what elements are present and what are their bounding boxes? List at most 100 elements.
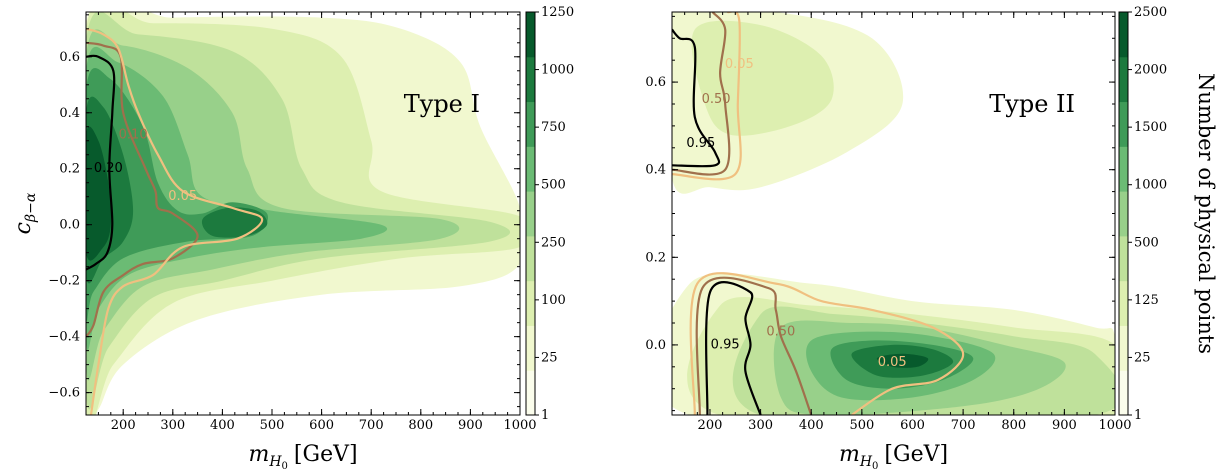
y-tick-label: −0.6: [48, 386, 80, 401]
colorbar-tick-label: 1: [541, 408, 549, 423]
x-tick-label: 1000: [503, 418, 536, 433]
colorbar-frame: [525, 11, 536, 416]
x-tick-label: 900: [1052, 418, 1077, 433]
contour-line-0.50-1: [672, 12, 731, 176]
colorbar-tick-label: 125: [1134, 293, 1159, 308]
panel-type-ii: 0.50 0.95 0.05 0.95 0.50 0.05 200 300 400 500 600 7…: [645, 5, 1218, 472]
colorbar-frame: [1118, 11, 1129, 416]
colorbar-segment: [526, 191, 535, 237]
colorbar-segment: [1119, 280, 1128, 326]
colorbar-segment: [526, 370, 535, 416]
colorbar-segment: [1119, 325, 1128, 371]
x-tick-label: 400: [210, 418, 235, 433]
colorbar-segment: [526, 325, 535, 371]
colorbar-segment: [526, 101, 535, 147]
plot-frame: [85, 11, 521, 416]
contour-line-0.05-2: [672, 12, 742, 181]
x-tick-label: 800: [408, 418, 433, 433]
colorbar-tick-label: 1: [1134, 408, 1142, 423]
y-tick-label: −0.2: [48, 274, 80, 289]
contour-line-0.50-4: [695, 276, 813, 415]
x-tick-label: 200: [111, 418, 136, 433]
contour-label-0: 0.50: [702, 92, 731, 107]
colorbar-segment: [526, 235, 535, 282]
density-region-3: [86, 29, 460, 381]
colorbar-tick-label: 1250: [541, 5, 574, 20]
y-tick-label: 0.0: [645, 338, 666, 353]
colorbar-tick-label: 2500: [1134, 5, 1167, 20]
density-region-4: [86, 46, 388, 351]
y-tick-label: 0.0: [59, 218, 80, 233]
x-tick-label: 800: [1001, 418, 1026, 433]
colorbar-tick-label: 2000: [1134, 63, 1167, 78]
contour-line-0.10-1: [86, 41, 199, 338]
colorbar-segment: [526, 280, 535, 326]
y-axis-label: cβ−α: [11, 192, 39, 234]
colorbar-tick-label: 1500: [1134, 120, 1167, 135]
density-region-1: [691, 20, 834, 136]
colorbar-segment: [1119, 370, 1128, 416]
contour-label-1: 0.95: [686, 136, 715, 151]
contour-line-0.05-2: [86, 27, 264, 415]
x-axis-label: mH0 [GeV]: [839, 442, 948, 472]
x-tick-label: 200: [698, 418, 723, 433]
colorbar-segment: [526, 12, 535, 58]
contour-label-0: 0.20: [94, 161, 123, 176]
colorbar-segment: [1119, 146, 1128, 192]
colorbar-tick-label: 750: [541, 120, 566, 135]
density-region-5: [86, 67, 268, 322]
density-region-9: [876, 353, 929, 368]
density-layer: 0.50 0.95 0.05 0.95 0.50 0.05: [672, 12, 1115, 415]
colorbar-tick-label: 250: [541, 235, 566, 250]
x-tick-label: 600: [309, 418, 334, 433]
density-layer: 0.20 0.10 0.05: [86, 12, 520, 415]
colorbar-segment: [1119, 56, 1128, 103]
y-tick-label: 0.2: [59, 162, 80, 177]
contour-label-5: 0.05: [878, 355, 907, 370]
colorbar-tick-label: 500: [541, 178, 566, 193]
y-tick-label: 0.4: [645, 163, 666, 178]
contour-label-4: 0.50: [766, 324, 795, 339]
x-tick-label: 900: [458, 418, 483, 433]
x-tick-label: 500: [849, 418, 874, 433]
x-tick-label: 400: [799, 418, 824, 433]
x-tick-label: 500: [260, 418, 285, 433]
contour-label-2: 0.05: [168, 189, 197, 204]
x-tick-label: 700: [951, 418, 976, 433]
density-region-8: [86, 126, 112, 261]
panel-label: Type I: [404, 90, 480, 118]
x-tick-label: 700: [359, 418, 384, 433]
y-tick-label: 0.2: [645, 250, 666, 265]
contour-label-3: 0.95: [711, 337, 740, 352]
y-tick-label: 0.6: [59, 50, 80, 65]
colorbar-tick-label: 100: [541, 293, 566, 308]
contour-line-0.95-3: [705, 281, 762, 415]
colorbar-title: Number of physical points: [1194, 73, 1218, 354]
colorbar-segment: [526, 146, 535, 192]
x-tick-label: 600: [900, 418, 925, 433]
colorbar-segment: [1119, 235, 1128, 282]
colorbar-segment: [1119, 101, 1128, 147]
x-tick-label: 300: [160, 418, 185, 433]
y-tick-label: 0.6: [645, 75, 666, 90]
contour-line-0.95-0: [672, 28, 721, 168]
colorbar-segment: [1119, 191, 1128, 237]
colorbar-tick-label: 500: [1134, 235, 1159, 250]
colorbar-segment: [526, 56, 535, 103]
colorbar-tick-label: 1000: [1134, 178, 1167, 193]
y-tick-label: −0.4: [48, 330, 80, 345]
x-tick-label: 1000: [1098, 418, 1131, 433]
panel-label: Type II: [989, 90, 1075, 118]
x-axis-label: mH0 [GeV]: [248, 442, 357, 472]
density-region-7: [201, 207, 268, 238]
x-tick-label: 300: [748, 418, 773, 433]
y-tick-label: 0.4: [59, 106, 80, 121]
contour-line-0.05-5: [689, 272, 965, 415]
colorbar-segment: [1119, 12, 1128, 58]
colorbar-tick-label: 25: [1134, 350, 1151, 365]
colorbar-tick-label: 1000: [541, 63, 574, 78]
contour-label-1: 0.10: [119, 128, 148, 143]
contour-line-0.20-0: [86, 54, 116, 271]
